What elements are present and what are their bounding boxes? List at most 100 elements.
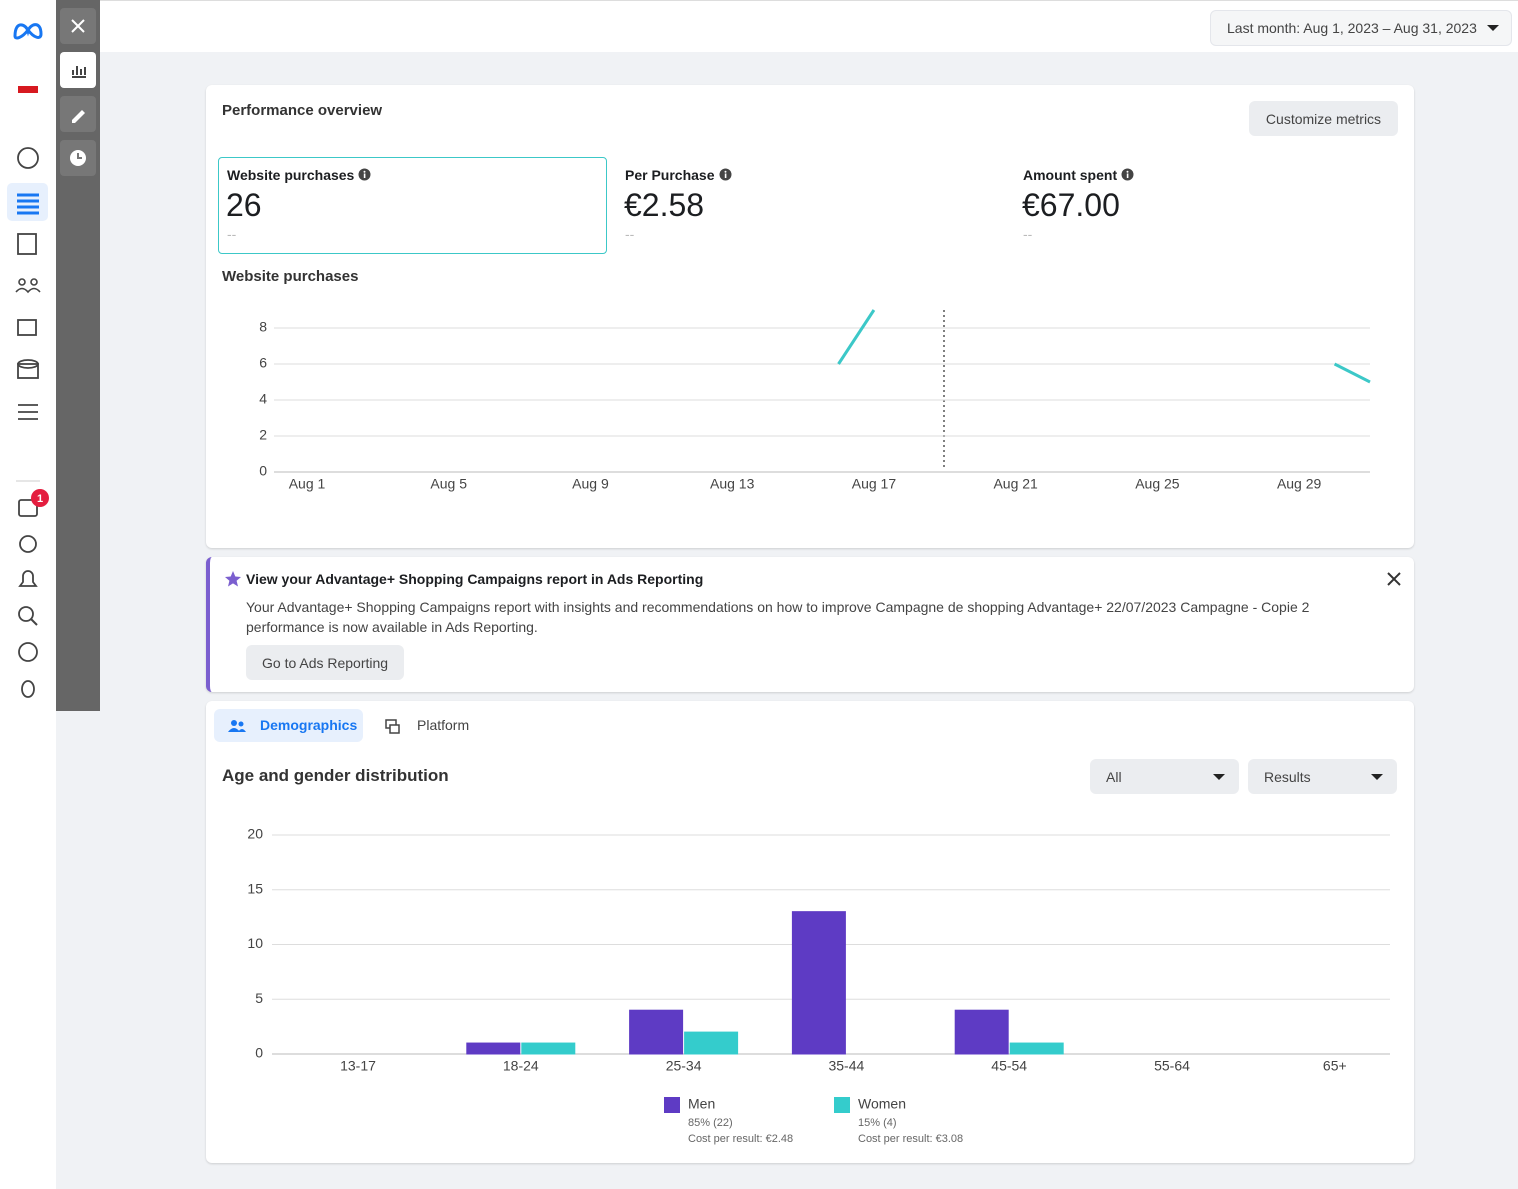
y-tick-label: 6 — [259, 355, 267, 371]
tab-icon-people — [228, 720, 246, 732]
tool-panel — [56, 0, 100, 711]
date-range: Last month: Aug 1, 2023 – Aug 31, 2023 — [1227, 20, 1477, 36]
x-tick-label: Aug 9 — [572, 476, 609, 492]
icon-bell[interactable] — [18, 570, 38, 587]
metric-dropdown[interactable]: Results — [1248, 759, 1397, 794]
bar — [466, 1042, 521, 1055]
x-tick-label: Aug 17 — [852, 476, 897, 492]
icon-help[interactable] — [18, 642, 38, 662]
legend-label: Women — [858, 1096, 906, 1112]
legend-cost: Cost per result: €3.08 — [858, 1133, 963, 1145]
x-tick-label: Aug 29 — [1277, 476, 1322, 492]
legend-swatch — [834, 1097, 850, 1113]
x-tick-label: Aug 25 — [1135, 476, 1180, 492]
x-tick-label: Aug 13 — [710, 476, 755, 492]
y-tick-label: 4 — [259, 391, 267, 407]
top-bar: Last month: Aug 1, 2023 – Aug 31, 2023 — [100, 0, 1518, 52]
info-icon[interactable] — [1121, 168, 1134, 181]
icon-chart — [72, 66, 86, 78]
legend-share: 15% (4) — [858, 1117, 897, 1129]
icon-billing-body — [17, 363, 39, 379]
icon-media[interactable] — [17, 319, 37, 336]
ads-reporting-button[interactable]: Go to Ads Reporting — [246, 645, 405, 680]
icon-pencil — [72, 110, 85, 123]
tool-icons — [60, 8, 96, 176]
tab-icon-platform — [385, 719, 400, 734]
x-tick-label: 45-54 — [991, 1058, 1027, 1074]
banner-title: View your Advantage+ Shopping Campaigns … — [246, 571, 704, 587]
filter-dropdown[interactable]: All — [1090, 759, 1239, 794]
metric-selected[interactable] — [218, 157, 607, 254]
legend-swatch — [664, 1097, 680, 1113]
icon-pages[interactable] — [17, 233, 37, 255]
x-tick-label: Aug 5 — [430, 476, 467, 492]
customize-button[interactable]: Customize metrics — [1249, 101, 1398, 136]
legend-share: 85% (22) — [688, 1117, 733, 1129]
y-tick-label: 20 — [247, 826, 263, 842]
icon-clock-hands — [77, 153, 82, 159]
tab[interactable]: Demographics — [260, 717, 358, 733]
x-tick-label: Aug 21 — [993, 476, 1038, 492]
x-tick-label: 35-44 — [828, 1058, 864, 1074]
x-tick-label: 25-34 — [666, 1058, 702, 1074]
bar — [954, 1009, 1009, 1055]
y-tick-label: 10 — [247, 935, 263, 951]
icon-close — [71, 19, 85, 33]
y-tick-label: 0 — [259, 463, 267, 479]
card-title: Performance overview — [222, 102, 383, 119]
chart-title: Age and gender distribution — [222, 766, 449, 785]
icon-menu[interactable] — [18, 404, 38, 420]
chart-title: Website purchases — [222, 268, 359, 285]
metric-value: €67.00 — [1022, 187, 1120, 223]
metric-label: Per Purchase — [625, 167, 732, 183]
legend-label: Men — [688, 1096, 715, 1112]
filter-label: All — [1106, 768, 1122, 785]
bar — [684, 1031, 739, 1055]
x-tick-label: 18-24 — [503, 1058, 539, 1074]
bar — [629, 1009, 684, 1055]
bar — [1009, 1042, 1064, 1055]
data-line — [837, 309, 1371, 384]
bar — [791, 911, 846, 1055]
icon-search-handle — [30, 618, 38, 626]
icon-search[interactable] — [18, 606, 34, 622]
info-icon[interactable] — [358, 168, 371, 181]
x-tick-label: 65+ — [1323, 1058, 1347, 1074]
brand-logo[interactable] — [18, 86, 38, 93]
caret — [1371, 773, 1383, 780]
filter-label: Results — [1264, 768, 1311, 785]
nav-icons: 1 — [7, 23, 49, 698]
banner-close[interactable] — [1387, 572, 1401, 586]
x-tick-label: Aug 1 — [289, 476, 326, 492]
icon-bug[interactable] — [21, 680, 35, 698]
bar — [521, 1042, 576, 1055]
icon-settings[interactable] — [19, 535, 37, 553]
y-tick-label: 15 — [247, 880, 263, 896]
left-nav: 1 — [0, 0, 56, 1189]
date-picker[interactable]: Last month: Aug 1, 2023 – Aug 31, 2023 — [1210, 10, 1512, 46]
banner: View your Advantage+ Shopping Campaigns … — [206, 557, 1414, 692]
badge — [31, 489, 49, 507]
metric-value: 26 — [226, 187, 262, 223]
tab[interactable]: Platform — [417, 717, 470, 733]
y-tick-label: 2 — [259, 427, 267, 443]
icon-audience[interactable] — [15, 278, 41, 294]
y-tick-label: 5 — [255, 990, 263, 1006]
metric-change: -- — [227, 226, 237, 242]
caret — [1213, 773, 1225, 780]
icon-news[interactable] — [18, 499, 38, 517]
icon-dashboard[interactable] — [17, 147, 39, 169]
badge-count: 1 — [37, 493, 43, 505]
tab-active[interactable] — [214, 709, 363, 742]
x-tick-label: 13-17 — [340, 1058, 376, 1074]
info-icon[interactable] — [719, 168, 732, 181]
y-tick-label: 0 — [255, 1045, 263, 1061]
caret — [1487, 25, 1499, 31]
meta-logo[interactable] — [13, 23, 43, 40]
icon-table[interactable] — [17, 193, 39, 215]
metric-label: Amount spent — [1023, 167, 1134, 183]
x-tick-label: 55-64 — [1154, 1058, 1190, 1074]
